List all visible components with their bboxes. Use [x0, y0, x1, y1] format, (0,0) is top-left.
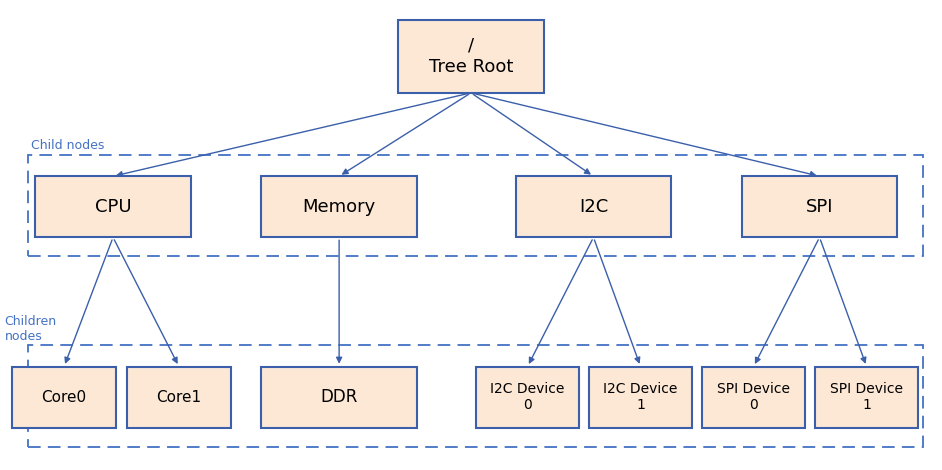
Bar — [741, 176, 897, 237]
Bar — [476, 367, 579, 428]
Bar — [28, 155, 923, 256]
Text: Memory: Memory — [302, 198, 376, 216]
Bar — [589, 367, 692, 428]
Bar — [261, 176, 416, 237]
Text: Core0: Core0 — [41, 390, 87, 405]
Text: DDR: DDR — [320, 388, 358, 406]
Bar — [12, 367, 116, 428]
Text: Core1: Core1 — [156, 390, 202, 405]
Bar — [28, 345, 923, 446]
Bar — [702, 367, 805, 428]
Text: I2C Device
1: I2C Device 1 — [604, 382, 677, 412]
Bar — [35, 176, 190, 237]
Text: I2C: I2C — [578, 198, 609, 216]
Bar — [516, 176, 671, 237]
Text: CPU: CPU — [95, 198, 131, 216]
Bar — [398, 20, 544, 93]
Text: Children
nodes: Children nodes — [5, 315, 57, 343]
Text: /
Tree Root: / Tree Root — [429, 37, 513, 76]
Text: SPI Device
0: SPI Device 0 — [717, 382, 790, 412]
Text: Child nodes: Child nodes — [31, 139, 105, 152]
Text: I2C Device
0: I2C Device 0 — [491, 382, 564, 412]
Bar — [127, 367, 231, 428]
Text: SPI: SPI — [805, 198, 834, 216]
Bar — [815, 367, 918, 428]
Bar — [261, 367, 416, 428]
Text: SPI Device
1: SPI Device 1 — [830, 382, 903, 412]
